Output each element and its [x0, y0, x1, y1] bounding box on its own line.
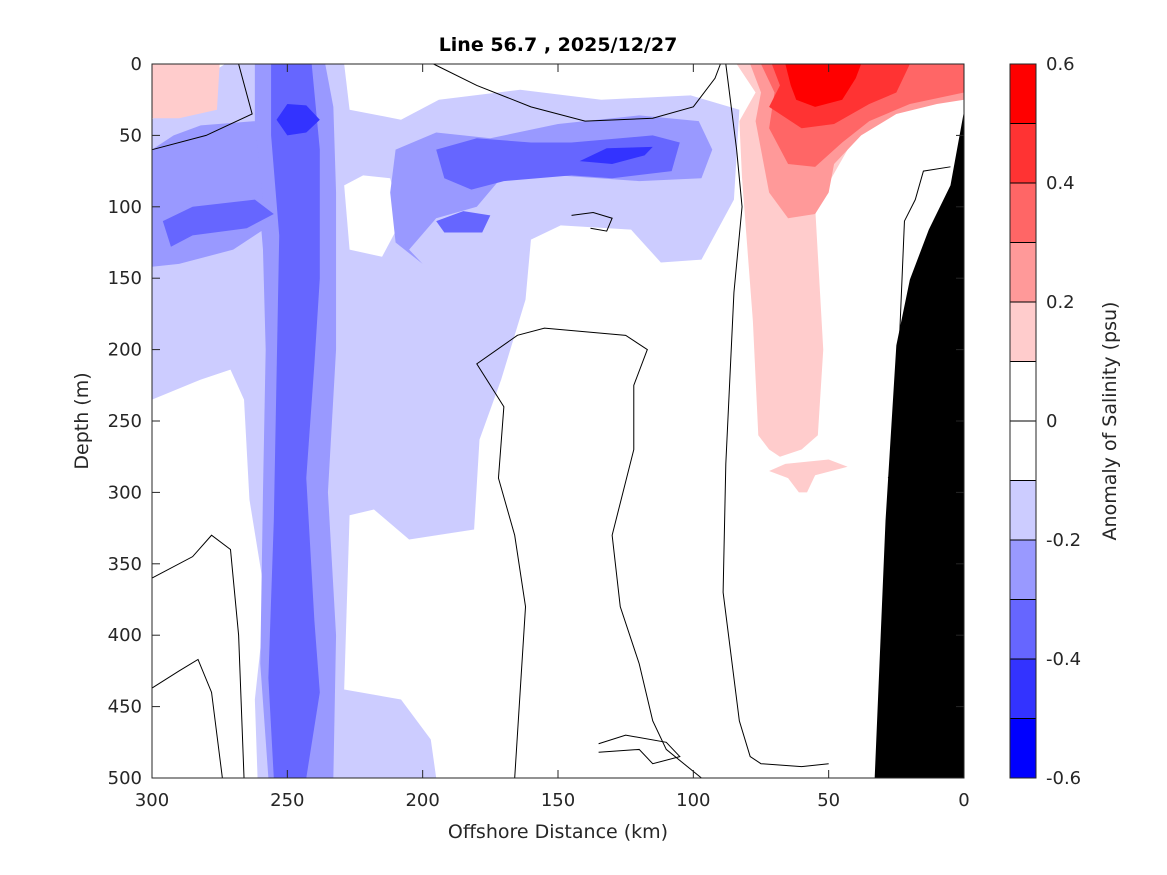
axes: 300 250 200 150 100 50 00501001502002503003504…: [108, 54, 970, 811]
colorbar-tick-label: 0.4: [1046, 173, 1075, 194]
colorbar-bin: [1009, 182, 1037, 243]
contour-region-13: [769, 459, 848, 493]
colorbar: 0.6 0.4 0.2 0 -0.2 -0.4 -0.6: [1009, 54, 1081, 789]
zero-contour-line-0: [476, 327, 702, 779]
colorbar-label: Anomaly of Salinity (psu): [1099, 302, 1121, 541]
x-tick-label: 200: [405, 790, 439, 811]
zero-contour-line-1: [722, 63, 829, 768]
y-tick-label: 450: [108, 697, 142, 718]
x-tick-label: 0: [958, 790, 969, 811]
x-tick-label: 250: [270, 790, 304, 811]
colorbar-tick-label: -0.6: [1046, 768, 1081, 789]
colorbar-bin: [1009, 420, 1037, 481]
land-mask: [874, 111, 964, 778]
contour-region-10: [276, 103, 320, 136]
x-tick-label: 150: [541, 790, 575, 811]
x-axis-label: Offshore Distance (km): [448, 821, 668, 843]
colorbar-tick-label: 0.2: [1046, 292, 1075, 313]
contour-region-2: [152, 64, 220, 119]
y-tick-label: 500: [108, 768, 142, 789]
x-tick-label: 300: [135, 790, 169, 811]
y-tick-label: 350: [108, 554, 142, 575]
y-tick-label: 50: [119, 125, 142, 146]
contour-region-7: [162, 199, 274, 247]
colorbar-bin: [1009, 539, 1037, 600]
y-tick-label: 200: [108, 340, 142, 361]
colorbar-tick-label: 0: [1046, 411, 1057, 432]
colorbar-bin: [1009, 599, 1037, 660]
colorbar-bin: [1009, 301, 1037, 362]
contour-region-9: [436, 211, 491, 233]
colorbar-bin: [1009, 63, 1037, 124]
colorbar-bin: [1009, 718, 1037, 779]
y-tick-label: 250: [108, 411, 142, 432]
colorbar-bin: [1009, 123, 1037, 184]
zero-contour-line-5: [433, 63, 721, 122]
colorbar-tick-label: 0.6: [1046, 54, 1075, 75]
y-axis-label: Depth (m): [71, 372, 93, 469]
y-tick-label: 0: [131, 54, 142, 75]
colorbar-bin: [1009, 242, 1037, 303]
contour-region-17: [785, 64, 862, 107]
y-tick-label: 100: [108, 197, 142, 218]
colorbar-bin: [1009, 658, 1037, 719]
colorbar-bin: [1009, 361, 1037, 422]
colorbar-frame: [1009, 63, 1037, 779]
y-tick-label: 400: [108, 625, 142, 646]
y-tick-label: 150: [108, 268, 142, 289]
zero-contour-line-2: [151, 534, 245, 779]
chart-title: Line 56.7 , 2025/12/27: [439, 34, 678, 56]
plot-area: [151, 63, 964, 779]
zero-contour-line-7: [598, 734, 681, 765]
contour-region-11: [579, 146, 653, 164]
contour-region-6: [268, 64, 320, 778]
contour-region-1: [344, 175, 402, 257]
zero-contour-line-4: [151, 63, 253, 151]
colorbar-tick-label: -0.4: [1046, 649, 1081, 670]
colorbar-bin: [1009, 480, 1037, 541]
zero-contour-line-8: [571, 212, 613, 232]
y-tick-label: 300: [108, 482, 142, 503]
x-tick-label: 100: [676, 790, 710, 811]
zero-contour-line-3: [151, 658, 223, 779]
x-tick-label: 50: [817, 790, 840, 811]
colorbar-tick-label: -0.2: [1046, 530, 1081, 551]
